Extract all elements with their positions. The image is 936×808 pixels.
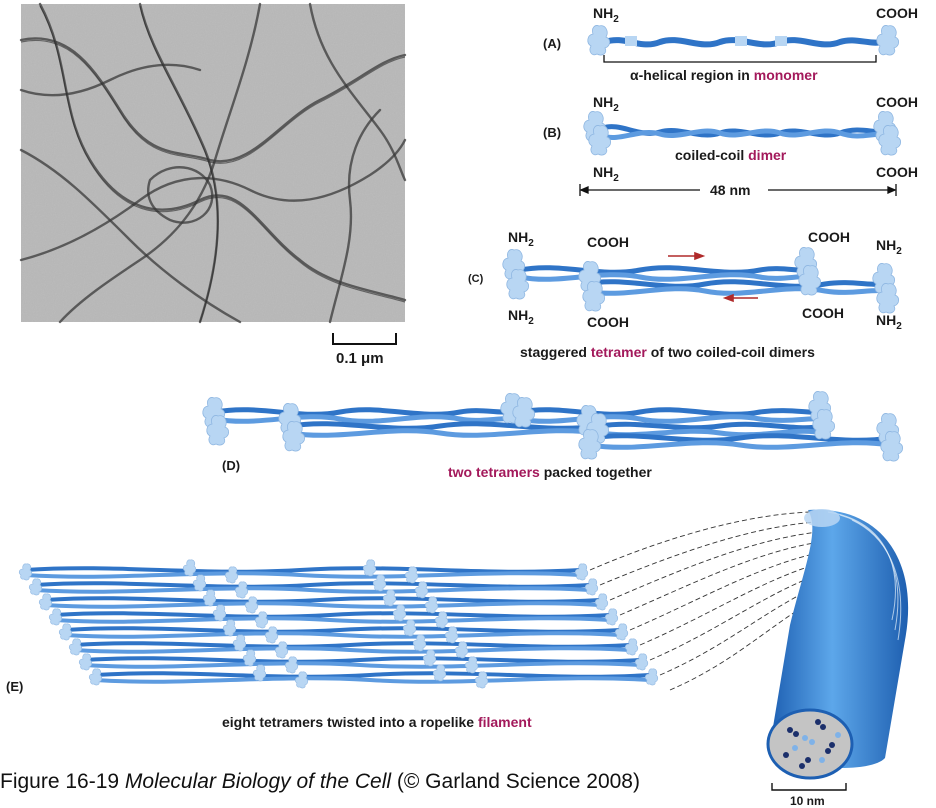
- scale-bar: 0.1 μm: [332, 333, 397, 367]
- scale-bar-label: 0.1 μm: [336, 350, 384, 367]
- panel-e-caption: eight tetramers twisted into a ropelike …: [222, 714, 532, 730]
- panel-b-label: (B): [543, 125, 561, 140]
- panel-b-nh2-bottom: NH2: [593, 164, 619, 184]
- book-title: Molecular Biology of the Cell: [124, 770, 392, 793]
- panel-c-cooh-bottom-left: COOH: [587, 314, 629, 330]
- panel-c-label: (C): [468, 273, 484, 285]
- panel-a-nh2: NH2: [593, 5, 619, 25]
- panel-d-label: (D): [222, 458, 240, 473]
- packed-tetramers: [214, 407, 891, 450]
- linker: [775, 36, 787, 46]
- panel-b: (B) NH2 COOH coiled-coil dimer NH2 COOH …: [543, 94, 918, 198]
- length-marker: [579, 184, 897, 196]
- figure-caption: Figure 16-19 Molecular Biology of the Ce…: [0, 770, 640, 793]
- panel-e-label: (E): [6, 679, 23, 694]
- panel-a-cooh: COOH: [876, 5, 918, 21]
- panel-c-caption: staggered tetramer of two coiled-coil di…: [520, 344, 815, 360]
- panel-c-cooh-top-left: COOH: [587, 234, 629, 250]
- linker: [625, 36, 637, 46]
- panel-b-nh2-top: NH2: [593, 94, 619, 114]
- panel-b-cooh-bottom: COOH: [876, 164, 918, 180]
- length-label: 48 nm: [710, 182, 750, 198]
- panel-c-nh2-top-right: NH2: [876, 237, 902, 257]
- panel-b-cooh-top: COOH: [876, 94, 918, 110]
- panel-d: (D) two tetramers packed together: [202, 391, 904, 480]
- panel-c-nh2-top: NH2: [508, 229, 534, 249]
- panel-a: (A) NH2 COOH α-helical region in monomer: [543, 5, 918, 83]
- monomer-helix: [602, 37, 885, 48]
- panel-c-nh2-bottom: NH2: [508, 307, 534, 327]
- panel-c-cooh-bottom-right: COOH: [802, 305, 844, 321]
- filament: [766, 509, 909, 780]
- panel-e: (E): [6, 509, 909, 808]
- electron-micrograph: [19, 2, 407, 324]
- guide-lines: [589, 511, 831, 691]
- linker: [735, 36, 747, 46]
- c-terminal-head: [876, 25, 900, 56]
- tetramer-rods: [519, 265, 886, 296]
- diameter-marker: 10 nm: [771, 783, 847, 808]
- diameter-label: 10 nm: [790, 794, 825, 808]
- polarity-arrows: [668, 251, 758, 303]
- panel-c-cooh-top-right: COOH: [808, 229, 850, 245]
- eight-tetramers: [24, 566, 651, 684]
- panel-d-caption: two tetramers packed together: [448, 464, 652, 480]
- panel-c: (C) NH2 NH2 COOH COOH COOH COOH NH2 NH2 …: [468, 229, 902, 360]
- panel-c-nh2-bottom-right: NH2: [876, 312, 902, 332]
- panel-b-caption: coiled-coil dimer: [675, 147, 787, 163]
- panel-a-caption: α-helical region in monomer: [630, 67, 818, 83]
- dimer-coiled-coil: [602, 124, 885, 140]
- tetramer-heads: [18, 559, 659, 689]
- panel-a-label: (A): [543, 36, 561, 51]
- n-terminal-head: [587, 25, 611, 56]
